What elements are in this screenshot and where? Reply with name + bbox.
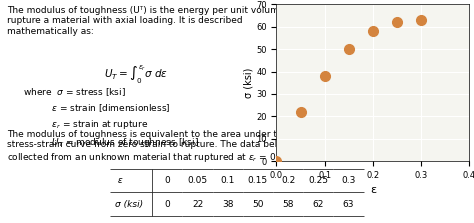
Point bbox=[321, 74, 328, 78]
Y-axis label: σ (ksi): σ (ksi) bbox=[243, 68, 253, 98]
Point bbox=[417, 18, 425, 22]
Point bbox=[273, 159, 280, 163]
Point bbox=[297, 110, 304, 114]
Text: The modulus of toughness is equivalent to the area under the
stress-strain curve: The modulus of toughness is equivalent t… bbox=[7, 130, 311, 164]
Text: where  $\sigma$ = stress [ksi]
          $\varepsilon$ = strain [dimensionless]
: where $\sigma$ = stress [ksi] $\varepsil… bbox=[23, 86, 199, 149]
Point bbox=[345, 47, 353, 51]
Point bbox=[369, 29, 377, 33]
Text: The modulus of toughness (Uᵀ) is the energy per unit volume required to
rupture : The modulus of toughness (Uᵀ) is the ene… bbox=[7, 6, 338, 36]
Text: $U_T = \int_0^{\varepsilon_r} \sigma\ d\varepsilon$: $U_T = \int_0^{\varepsilon_r} \sigma\ d\… bbox=[104, 64, 168, 86]
X-axis label: ε: ε bbox=[370, 185, 376, 195]
Point bbox=[393, 21, 401, 24]
